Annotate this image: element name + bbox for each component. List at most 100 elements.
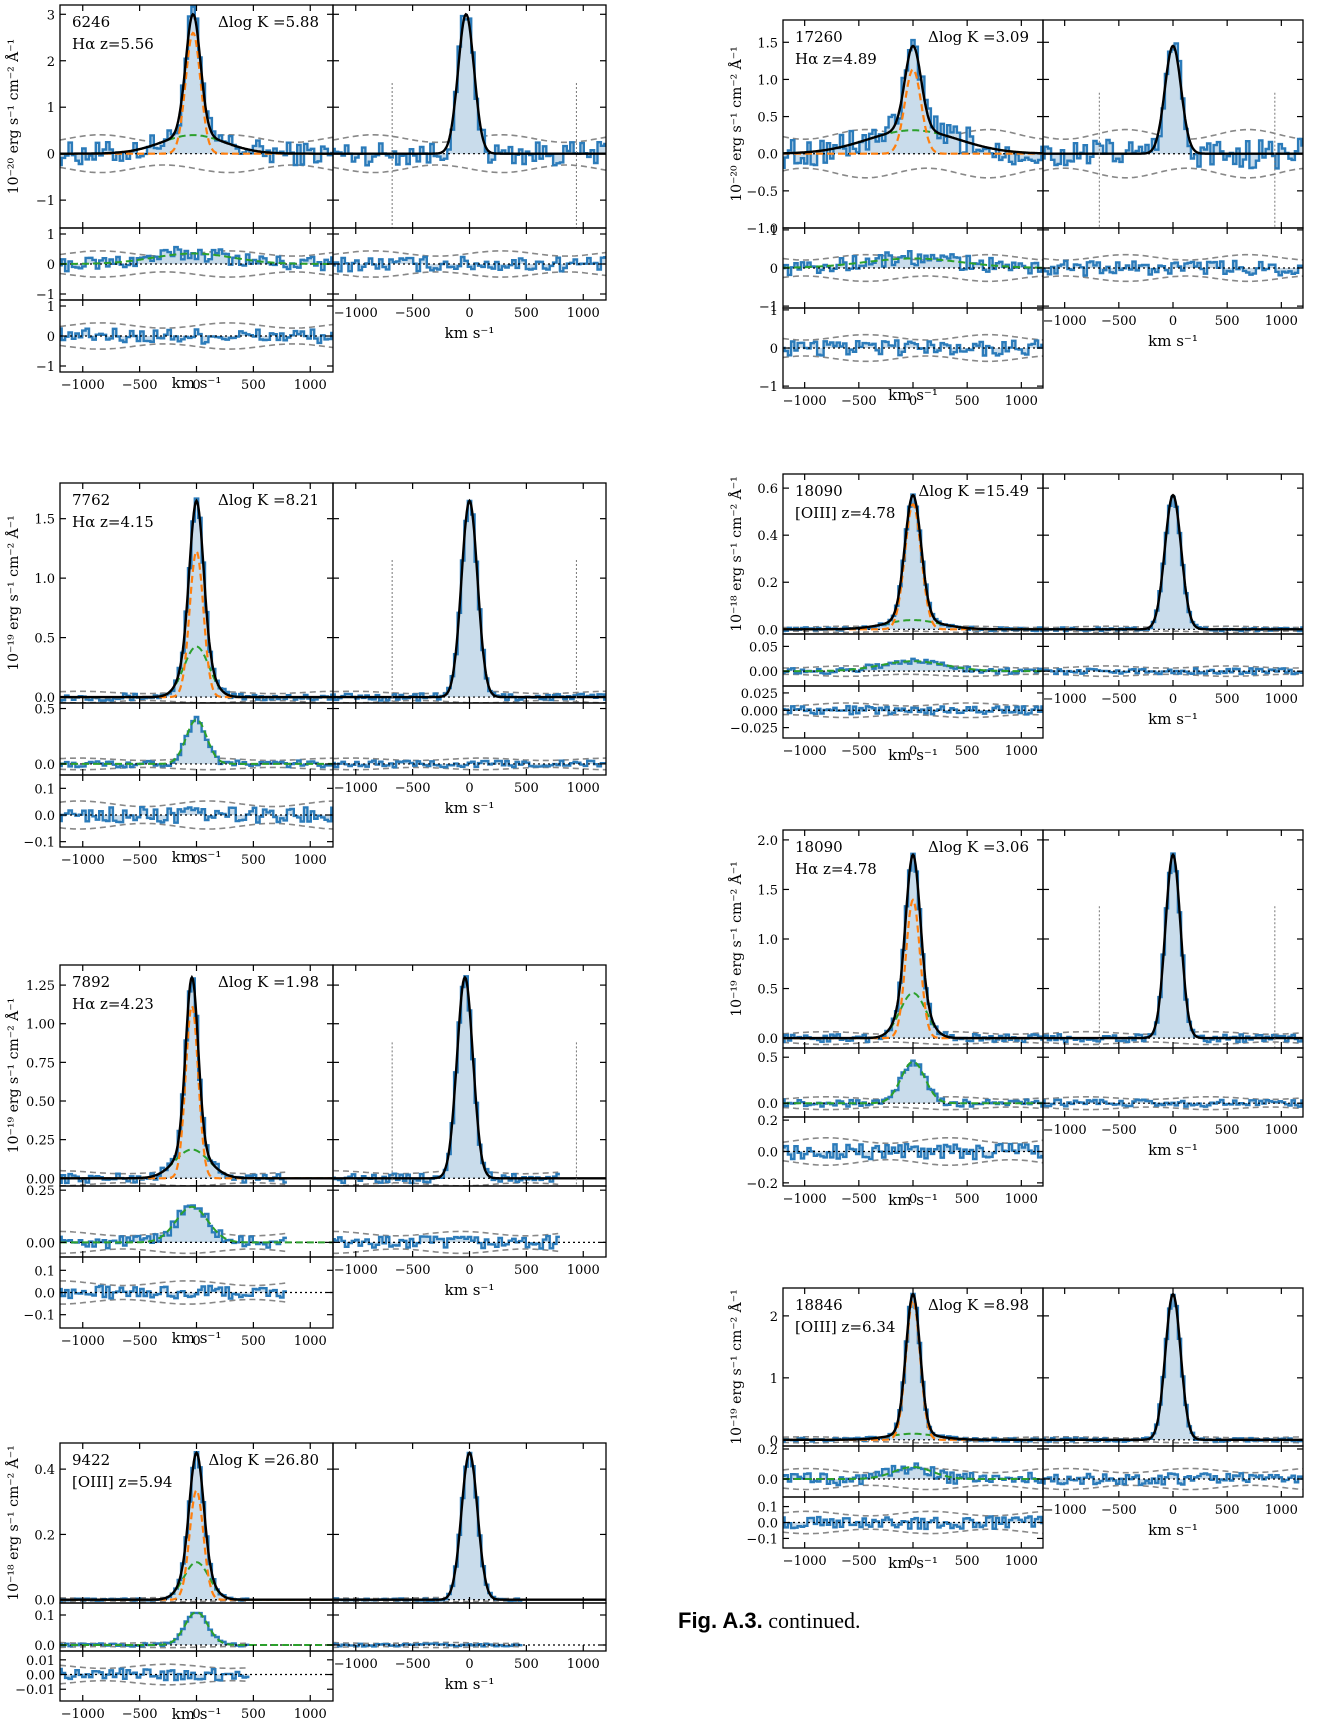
single-model-curve [333, 498, 606, 699]
data-fill [783, 1060, 1043, 1107]
line-redshift-label: Hα z=4.78 [795, 860, 877, 878]
y-tick-label: 0.4 [34, 1463, 55, 1478]
line-redshift-label: [OIII] z=4.78 [795, 504, 895, 522]
total-model-curve [60, 974, 333, 1180]
x-tick-label: −1000 [1043, 1123, 1087, 1138]
data-fill [1043, 853, 1303, 1042]
noise-envelope-down [333, 1248, 559, 1255]
plot-area [333, 757, 606, 771]
y-tick-label: 3 [47, 8, 55, 23]
plot-area [783, 1462, 1043, 1491]
y-tick-label: 0.0 [34, 1287, 55, 1302]
object-id-label: 7762 [72, 491, 110, 509]
x-tick-label: 500 [514, 1263, 539, 1278]
data-step-line [60, 977, 287, 1185]
data-step-line [1043, 1472, 1303, 1487]
x-tick-label: 1000 [1265, 314, 1298, 329]
axes-r1: 0.0 0.1 [34, 1602, 334, 1654]
x-tick-label: 0 [465, 1657, 473, 1672]
plot-area [333, 1230, 606, 1255]
data-step-line [333, 975, 560, 1185]
y-tick-label: 0 [770, 342, 778, 357]
delta-logk-label: Δlog K =15.49 [918, 482, 1029, 500]
x-tick-label: 500 [955, 744, 980, 759]
data-step-line [333, 759, 606, 769]
noise-envelope-down [60, 343, 333, 350]
x-tick-label: −1000 [334, 781, 378, 796]
y-tick-label: 0.0 [34, 1639, 55, 1654]
y-axis-label: 10⁻¹⁹ erg s⁻¹ cm⁻² Å⁻¹ [4, 515, 22, 671]
axes-r2: −0.1 0.0 0.1 −1000 −500 0 500 1000 [23, 774, 334, 868]
axes-r1b: −1000 −500 0 500 1000 [332, 227, 607, 321]
y-axis-label: 10⁻¹⁹ erg s⁻¹ cm⁻² Å⁻¹ [727, 861, 745, 1017]
noise-envelope-down [1043, 275, 1303, 283]
y-tick-label: 0.6 [757, 482, 778, 497]
x-tick-label: 1000 [567, 306, 600, 321]
line-redshift-label: [OIII] z=6.34 [795, 1318, 895, 1336]
x-axis-label: km s⁻¹ [445, 1281, 495, 1299]
object-id-label: 18846 [795, 1296, 843, 1314]
data-step-line [60, 245, 333, 273]
x-tick-label: 500 [1215, 314, 1240, 329]
noise-envelope-up [60, 800, 333, 808]
x-axis-label: km s⁻¹ [445, 799, 495, 817]
noise-envelope-down [783, 275, 1043, 283]
x-tick-label: −1000 [1043, 692, 1087, 707]
y-tick-label: −1 [759, 380, 778, 395]
x-tick-label: 0 [909, 394, 917, 409]
y-tick-label: 0.2 [757, 576, 778, 591]
y-tick-label: 0.5 [34, 632, 55, 647]
y-tick-label: 0.2 [757, 1443, 778, 1458]
data-step-line [60, 1284, 287, 1300]
axes-r2: −1 0 1 −1000 −500 0 500 1000 [36, 299, 334, 393]
x-tick-label: 0 [192, 853, 200, 868]
noise-envelope-up [60, 1280, 286, 1287]
y-tick-label: 0.0 [757, 1032, 778, 1047]
y-tick-label: 0.5 [757, 1051, 778, 1066]
y-tick-label: 1.5 [757, 883, 778, 898]
plot-area [60, 322, 333, 350]
y-tick-label: 1 [770, 1372, 778, 1387]
x-tick-label: 1000 [1265, 1123, 1298, 1138]
x-tick-label: 0 [192, 378, 200, 393]
x-tick-label: 0 [1169, 314, 1177, 329]
y-tick-label: 0.25 [26, 1184, 55, 1199]
x-tick-label: −500 [395, 781, 431, 796]
x-tick-label: −500 [1101, 692, 1137, 707]
plot-area [333, 250, 606, 278]
x-tick-label: 1000 [1265, 692, 1298, 707]
data-fill [333, 501, 606, 701]
x-tick-label: −1000 [61, 378, 105, 393]
y-tick-label: 0.1 [34, 782, 55, 797]
data-step-line [333, 1642, 523, 1648]
y-tick-label: 0.000 [741, 704, 778, 719]
x-tick-label: −1000 [1043, 314, 1087, 329]
plot-area [1043, 852, 1303, 1048]
x-tick-label: 1000 [294, 378, 327, 393]
y-tick-label: −0.1 [23, 836, 55, 851]
y-axis-label: 10⁻¹⁹ erg s⁻¹ cm⁻² Å⁻¹ [4, 998, 22, 1154]
x-tick-label: 0 [1169, 1123, 1177, 1138]
data-fill [60, 1612, 250, 1647]
y-tick-label: 1 [47, 101, 55, 116]
y-tick-label: 0.5 [757, 983, 778, 998]
plot-area [60, 1204, 333, 1255]
x-tick-label: −1000 [61, 1334, 105, 1349]
data-step-line [60, 1204, 287, 1250]
spectrum-panel-9422-OIII: 0.00.20.40.00.1−1000 −500 0 500 1000−0.010.0… [4, 1442, 607, 1723]
noise-envelope-down [1043, 1106, 1303, 1111]
spectrum-panel-18090-OIII: 0.00.20.40.60.000.05−1000 −500 0 500 1000−0.… [727, 473, 1304, 764]
axes-r1b: −1000 −500 0 500 1000 [1042, 633, 1304, 707]
y-tick-label: 0.0 [757, 148, 778, 163]
plot-area [333, 12, 606, 228]
y-tick-label: 1 [47, 228, 55, 243]
x-tick-label: 0 [465, 306, 473, 321]
data-step-line [783, 1059, 1043, 1108]
y-tick-label: −0.1 [746, 1532, 778, 1547]
data-step-line [1043, 42, 1303, 170]
axes-r1: 0.00 0.25 [26, 1184, 334, 1258]
data-step-line [60, 1667, 250, 1682]
data-fill [60, 498, 333, 701]
y-axis-label: 10⁻¹⁹ erg s⁻¹ cm⁻² Å⁻¹ [727, 1289, 745, 1445]
